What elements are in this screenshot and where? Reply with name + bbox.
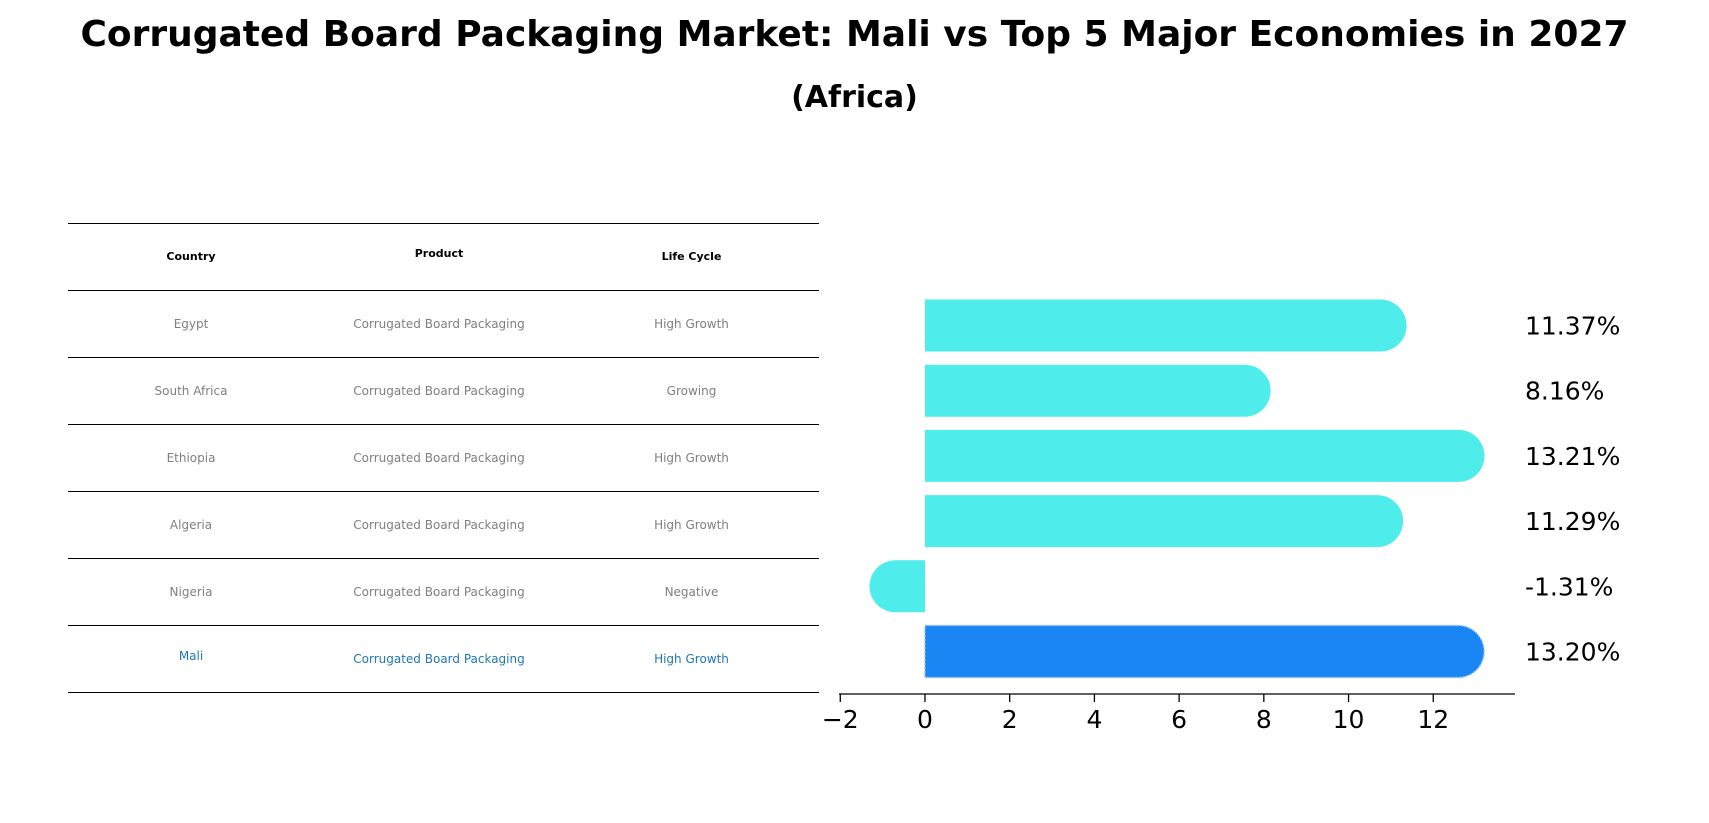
table-row: Egypt Corrugated Board Packaging High Gr…: [68, 290, 819, 357]
cell-life-cycle: High Growth: [654, 518, 729, 532]
bar-nigeria: [869, 560, 925, 613]
table-row: Algeria Corrugated Board Packaging High …: [68, 491, 819, 558]
x-tick-label: 12: [1417, 705, 1449, 734]
value-label: -1.31%: [1525, 572, 1613, 601]
x-tick-label: 8: [1256, 705, 1272, 734]
value-label: 8.16%: [1525, 377, 1604, 406]
x-tick-label: 6: [1171, 705, 1187, 734]
bar-algeria: [924, 495, 1404, 548]
table-row: Nigeria Corrugated Board Packaging Negat…: [68, 558, 819, 625]
table-header-row: Country Product Life Cycle: [68, 223, 819, 290]
x-tick-label: 4: [1086, 705, 1102, 734]
cell-product: Corrugated Board Packaging: [353, 518, 525, 532]
cell-country: South Africa: [154, 384, 228, 398]
cell-country: Nigeria: [169, 585, 213, 599]
table-row-highlight: Mali Corrugated Board Packaging High Gro…: [68, 625, 819, 693]
header-life-cycle: Life Cycle: [661, 250, 722, 263]
cell-life-cycle: Growing: [666, 384, 717, 398]
cell-country: Ethiopia: [166, 451, 216, 465]
cell-product: Corrugated Board Packaging: [353, 317, 525, 331]
value-label: 11.29%: [1525, 507, 1620, 536]
table-row: Ethiopia Corrugated Board Packaging High…: [68, 424, 819, 491]
value-label: 11.37%: [1525, 312, 1620, 341]
cell-product: Corrugated Board Packaging: [353, 652, 525, 666]
cell-life-cycle: High Growth: [654, 652, 729, 666]
bar-mali: [924, 624, 1485, 679]
bar-ethiopia: [924, 429, 1485, 482]
cell-product: Corrugated Board Packaging: [353, 585, 525, 599]
bar-south-africa: [924, 364, 1271, 417]
chart-subtitle: (Africa): [791, 80, 918, 115]
x-tick-label: 10: [1333, 705, 1365, 734]
cell-country: Egypt: [173, 317, 209, 331]
cell-life-cycle: High Growth: [654, 451, 729, 465]
bar-egypt: [924, 299, 1407, 352]
header-country: Country: [166, 250, 216, 263]
cell-country: Algeria: [169, 518, 213, 532]
header-product: Product: [414, 247, 464, 260]
chart-title: Corrugated Board Packaging Market: Mali …: [80, 14, 1629, 55]
table-row: South Africa Corrugated Board Packaging …: [68, 357, 819, 424]
cell-life-cycle: High Growth: [654, 317, 729, 331]
value-label: 13.20%: [1525, 638, 1620, 667]
x-tick-label: 0: [917, 705, 933, 734]
cell-country: Mali: [178, 649, 204, 663]
x-tick-label: −2: [822, 705, 859, 734]
value-label: 13.21%: [1525, 442, 1620, 471]
x-tick-label: 2: [1002, 705, 1018, 734]
cell-life-cycle: Negative: [664, 585, 719, 599]
cell-product: Corrugated Board Packaging: [353, 384, 525, 398]
cell-product: Corrugated Board Packaging: [353, 451, 525, 465]
country-table: Country Product Life Cycle Egypt Corruga…: [68, 223, 819, 693]
